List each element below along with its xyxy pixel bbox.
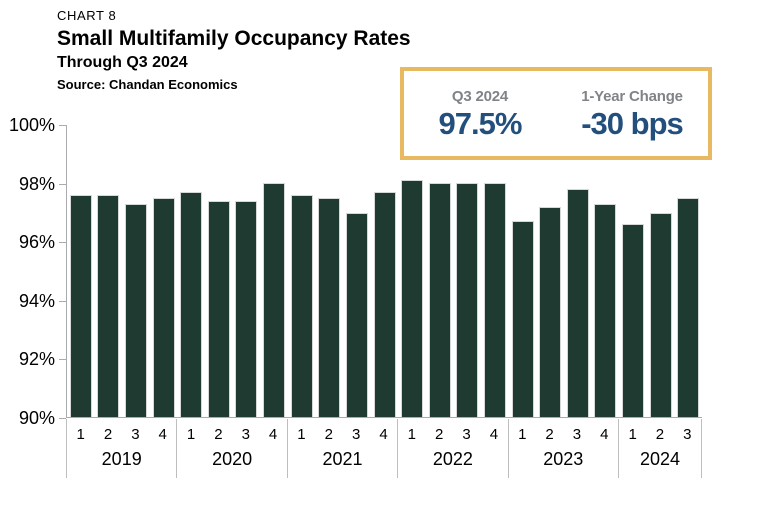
bar-2023-q4 xyxy=(594,203,617,417)
y-axis-tick xyxy=(59,418,66,419)
bar-group-2023 xyxy=(509,125,619,417)
quarter-label: 3 xyxy=(351,426,361,443)
bar-group-2021 xyxy=(288,125,398,417)
callout-one-year-change-label: 1-Year Change xyxy=(581,87,683,105)
bar-2024-q2 xyxy=(649,212,672,417)
year-label: 2023 xyxy=(543,449,584,469)
y-axis-tick xyxy=(59,359,66,361)
bar-2022-q2 xyxy=(428,183,451,417)
quarter-label: 2 xyxy=(103,426,113,443)
bar-2019-q1 xyxy=(69,195,92,417)
page-title: Small Multifamily Occupancy Rates xyxy=(57,27,411,50)
bar-2019-q2 xyxy=(97,195,120,417)
year-group-2022: 1 2 3 4 2022 xyxy=(398,419,509,478)
quarter-label: 3 xyxy=(462,426,471,443)
bar-2022-q1 xyxy=(401,180,424,417)
bar-2020-q2 xyxy=(207,200,230,417)
quarter-label: 2 xyxy=(655,426,665,443)
bar-2023-q2 xyxy=(539,206,562,417)
callout-current-quarter-value: 97.5% xyxy=(438,105,523,141)
bar-group-2022 xyxy=(398,125,508,417)
quarter-label: 2 xyxy=(545,426,554,443)
bar-2020-q1 xyxy=(180,192,203,417)
quarter-label: 2 xyxy=(214,426,223,443)
quarter-label: 2 xyxy=(435,426,444,443)
quarter-label: 2 xyxy=(324,426,333,443)
y-axis-tick xyxy=(59,183,66,185)
year-label: 2022 xyxy=(432,449,473,469)
year-group-2021: 1 2 3 4 2021 xyxy=(288,419,399,478)
chart-header: CHART 8 Small Multifamily Occupancy Rate… xyxy=(57,8,411,92)
chart-subtitle: Through Q3 2024 xyxy=(57,54,188,71)
y-axis-tick xyxy=(59,300,66,302)
y-axis-tick xyxy=(59,242,66,244)
bar-2021-q3 xyxy=(345,212,368,417)
quarter-row: 1 2 3 4 xyxy=(509,419,618,442)
bar-2022-q4 xyxy=(483,183,506,417)
quarter-row: 1 2 3 4 xyxy=(67,419,176,442)
y-axis-label: 90% xyxy=(18,408,55,428)
quarter-row: 1 2 3 xyxy=(619,419,701,442)
quarter-label: 1 xyxy=(297,426,306,443)
quarter-label: 3 xyxy=(683,426,692,443)
quarter-label: 4 xyxy=(268,426,278,443)
quarter-label: 3 xyxy=(241,426,250,443)
summary-callout: Q3 2024 97.5% 1-Year Change -30 bps xyxy=(400,67,712,160)
quarter-row: 1 2 3 4 xyxy=(398,419,507,442)
year-group-2024: 1 2 3 2024 xyxy=(619,419,702,478)
callout-current-quarter: Q3 2024 97.5% xyxy=(404,71,556,156)
y-axis-label: 96% xyxy=(18,232,55,253)
quarter-label: 4 xyxy=(158,426,167,443)
y-axis-tick xyxy=(59,125,66,126)
callout-one-year-change-value: -30 bps xyxy=(581,105,684,141)
y-axis-label: 94% xyxy=(18,290,55,311)
y-axis-label: 98% xyxy=(18,173,55,194)
bar-2019-q3 xyxy=(125,203,148,417)
chart-number: CHART 8 xyxy=(57,8,117,23)
quarter-label: 4 xyxy=(600,426,609,443)
bar-2021-q2 xyxy=(318,198,341,417)
year-group-2020: 1 2 3 4 2020 xyxy=(177,419,288,478)
quarter-row: 1 2 3 4 xyxy=(288,419,397,442)
year-group-2019: 1 2 3 4 2019 xyxy=(67,419,178,478)
year-label: 2024 xyxy=(639,449,680,469)
quarter-row: 1 2 3 4 xyxy=(177,419,286,442)
quarter-label: 1 xyxy=(628,426,637,443)
y-axis-label: 100% xyxy=(8,115,55,135)
quarter-label: 1 xyxy=(76,426,85,443)
chart-source: Source: Chandan Economics xyxy=(57,77,238,92)
year-label: 2021 xyxy=(322,449,363,469)
bar-2021-q4 xyxy=(373,192,396,417)
bar-2023-q3 xyxy=(566,189,589,417)
callout-one-year-change: 1-Year Change -30 bps xyxy=(556,71,708,156)
quarter-label: 4 xyxy=(489,426,499,443)
x-axis-labels: 1 2 3 4 2019 1 2 3 4 2020 1 2 3 4 2021 1 2 3 4 2022 1 2 3 4 2023… xyxy=(66,419,702,478)
quarter-label: 3 xyxy=(572,426,582,443)
quarter-label: 1 xyxy=(186,426,196,443)
bar-2022-q3 xyxy=(456,183,479,417)
year-label: 2019 xyxy=(101,449,142,469)
bar-2019-q4 xyxy=(152,198,175,417)
bar-2020-q4 xyxy=(263,183,286,417)
quarter-label: 1 xyxy=(518,426,527,443)
quarter-label: 4 xyxy=(379,426,388,443)
bar-2024-q1 xyxy=(621,224,644,417)
bar-2023-q1 xyxy=(511,221,534,417)
bar-group-2019 xyxy=(67,125,177,417)
callout-current-quarter-label: Q3 2024 xyxy=(451,87,509,105)
bar-2024-q3 xyxy=(677,198,700,417)
quarter-label: 3 xyxy=(131,426,140,443)
plot-area xyxy=(66,125,702,418)
bar-group-2024 xyxy=(619,125,702,417)
bar-2020-q3 xyxy=(235,200,258,417)
year-group-2023: 1 2 3 4 2023 xyxy=(509,419,619,478)
year-label: 2020 xyxy=(212,449,253,469)
bar-group-2020 xyxy=(177,125,287,417)
quarter-label: 1 xyxy=(407,426,417,443)
y-axis-label: 92% xyxy=(18,349,55,370)
bar-2021-q1 xyxy=(290,195,313,417)
